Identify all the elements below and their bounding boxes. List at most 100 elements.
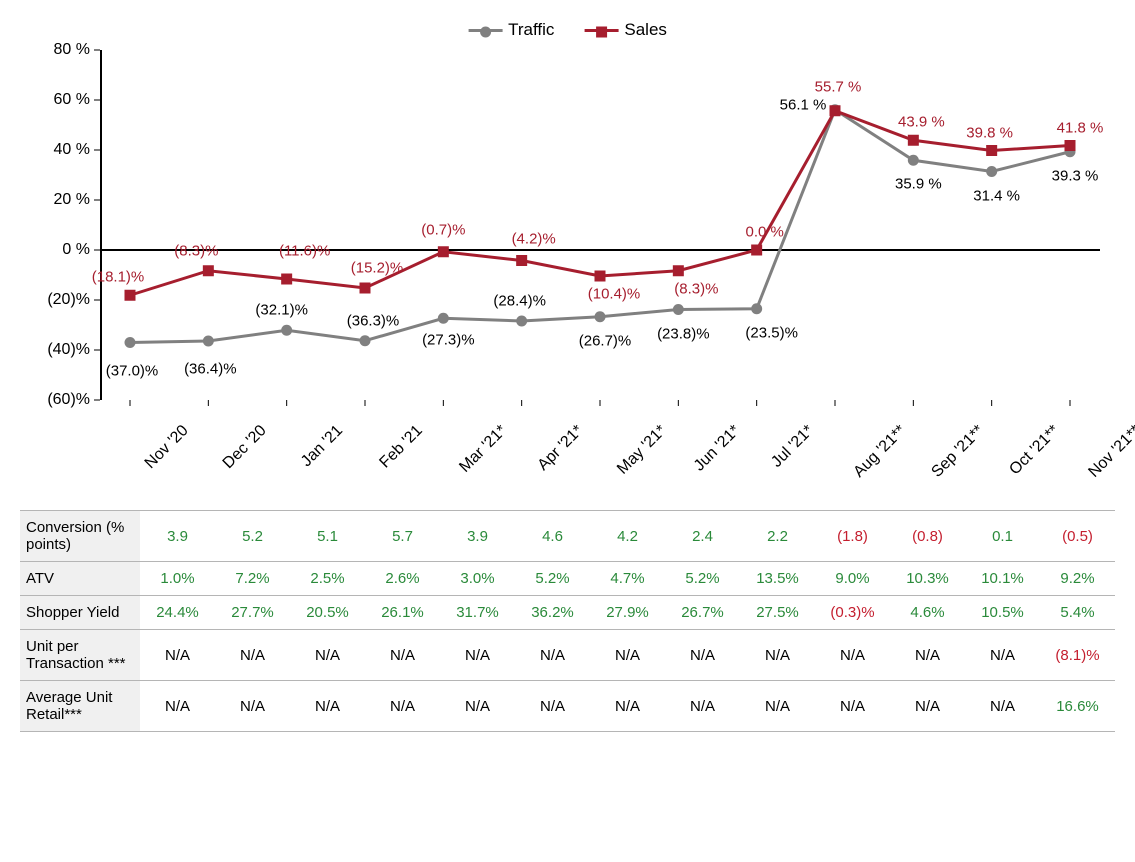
y-axis: 80 %60 %40 %20 %0 %(20)%(40)%(60)%	[20, 50, 95, 400]
traffic-data-label: (36.4)%	[184, 361, 237, 378]
table-cell: 4.2	[590, 511, 665, 562]
table-cell: 36.2%	[515, 596, 590, 630]
plot-area: (37.0)%(36.4)%(32.1)%(36.3)%(27.3)%(28.4…	[100, 50, 1100, 400]
table-cell: 26.1%	[365, 596, 440, 630]
table-cell: N/A	[740, 630, 815, 681]
sales-data-label: (8.3)%	[174, 242, 218, 259]
y-tick-label: 40 %	[54, 141, 90, 159]
table-row: Conversion (% points)3.95.25.15.73.94.64…	[20, 511, 1115, 562]
table-cell: N/A	[590, 630, 665, 681]
legend-label-traffic: Traffic	[508, 20, 554, 40]
sales-data-label: 41.8 %	[1057, 119, 1104, 136]
y-tick-label: 60 %	[54, 91, 90, 109]
table-cell: 9.0%	[815, 562, 890, 596]
y-axis-line	[100, 50, 102, 400]
x-tick-label: Jan '21	[298, 422, 347, 471]
table-cell: 4.7%	[590, 562, 665, 596]
traffic-data-label: 35.9 %	[895, 176, 942, 193]
y-tick-label: (20)%	[47, 291, 90, 309]
traffic-data-label: (32.1)%	[255, 302, 308, 319]
table-cell: 5.1	[290, 511, 365, 562]
table-cell: N/A	[215, 681, 290, 732]
table-cell: N/A	[290, 681, 365, 732]
legend-item-sales: Sales	[584, 20, 667, 40]
table-cell: 3.9	[440, 511, 515, 562]
table-cell: N/A	[215, 630, 290, 681]
traffic-data-label: (23.5)%	[745, 324, 798, 341]
table-cell: 24.4%	[140, 596, 215, 630]
table-row: Average Unit Retail***N/AN/AN/AN/AN/AN/A…	[20, 681, 1115, 732]
table-cell: 2.2	[740, 511, 815, 562]
table-cell: N/A	[815, 681, 890, 732]
y-tick-label: (60)%	[47, 391, 90, 409]
row-header: Conversion (% points)	[20, 511, 140, 562]
table-cell: 9.2%	[1040, 562, 1115, 596]
x-tick-label: Jun '21*	[691, 422, 744, 475]
traffic-data-label: (27.3)%	[422, 332, 475, 349]
sales-data-label: (15.2)%	[351, 260, 404, 277]
legend-item-traffic: Traffic	[468, 20, 554, 40]
table-cell: 2.6%	[365, 562, 440, 596]
table-cell: 10.3%	[890, 562, 965, 596]
table-cell: (1.8)	[815, 511, 890, 562]
chart-legend: Traffic Sales	[468, 20, 667, 40]
sales-data-label: 55.7 %	[815, 78, 862, 95]
table-cell: N/A	[740, 681, 815, 732]
table-cell: (0.8)	[890, 511, 965, 562]
table-cell: 5.2%	[515, 562, 590, 596]
table-cell: 2.5%	[290, 562, 365, 596]
table-cell: N/A	[365, 630, 440, 681]
sales-data-label: (8.3)%	[674, 280, 718, 297]
legend-label-sales: Sales	[624, 20, 667, 40]
table-cell: 1.0%	[140, 562, 215, 596]
table-row: Unit per Transaction ***N/AN/AN/AN/AN/AN…	[20, 630, 1115, 681]
x-tick-label: Aug '21**	[850, 422, 910, 482]
x-tick-label: May '21*	[614, 422, 670, 478]
table-cell: 20.5%	[290, 596, 365, 630]
sales-data-label: 39.8 %	[966, 124, 1013, 141]
table-cell: 0.1	[965, 511, 1040, 562]
row-header: Average Unit Retail***	[20, 681, 140, 732]
x-tick-label: Nov '21**	[1085, 422, 1135, 482]
table-cell: N/A	[965, 630, 1040, 681]
table-cell: 4.6%	[890, 596, 965, 630]
table-cell: N/A	[665, 681, 740, 732]
y-tick-label: 0 %	[62, 241, 90, 259]
y-tick-label: 20 %	[54, 191, 90, 209]
table-cell: 13.5%	[740, 562, 815, 596]
x-axis-labels: Nov '20 Dec '20 Jan '21 Feb '21 Mar '21* Apr …	[100, 408, 1100, 498]
x-tick-label: Dec '20	[220, 422, 271, 473]
y-tick-label: (40)%	[47, 341, 90, 359]
table-cell: N/A	[890, 630, 965, 681]
x-tick-label: Nov '20	[142, 422, 193, 473]
traffic-data-label: (37.0)%	[106, 362, 159, 379]
table-cell: 26.7%	[665, 596, 740, 630]
table-cell: 5.2	[215, 511, 290, 562]
table-cell: 10.1%	[965, 562, 1040, 596]
sales-data-label: (18.1)%	[92, 269, 145, 286]
table-cell: 27.9%	[590, 596, 665, 630]
traffic-data-label: 39.3 %	[1052, 167, 1099, 184]
row-header: Unit per Transaction ***	[20, 630, 140, 681]
sales-data-label: (10.4)%	[588, 286, 641, 303]
table-cell: N/A	[965, 681, 1040, 732]
legend-swatch-traffic	[468, 29, 502, 32]
table-cell: N/A	[590, 681, 665, 732]
x-tick-label: Feb '21	[376, 422, 426, 472]
sales-data-label: (4.2)%	[512, 230, 556, 247]
table-cell: 2.4	[665, 511, 740, 562]
table-cell: 3.9	[140, 511, 215, 562]
table-cell: 10.5%	[965, 596, 1040, 630]
y-tick-label: 80 %	[54, 41, 90, 59]
x-tick-label: Mar '21*	[457, 422, 512, 477]
row-header: ATV	[20, 562, 140, 596]
table-cell: N/A	[140, 630, 215, 681]
table-cell: N/A	[890, 681, 965, 732]
x-tick-label: Apr '21*	[534, 422, 587, 475]
table-cell: (8.1)%	[1040, 630, 1115, 681]
table-row: ATV1.0%7.2%2.5%2.6%3.0%5.2%4.7%5.2%13.5%…	[20, 562, 1115, 596]
table-cell: N/A	[290, 630, 365, 681]
table-cell: 27.7%	[215, 596, 290, 630]
table-cell: 31.7%	[440, 596, 515, 630]
table-cell: 5.2%	[665, 562, 740, 596]
